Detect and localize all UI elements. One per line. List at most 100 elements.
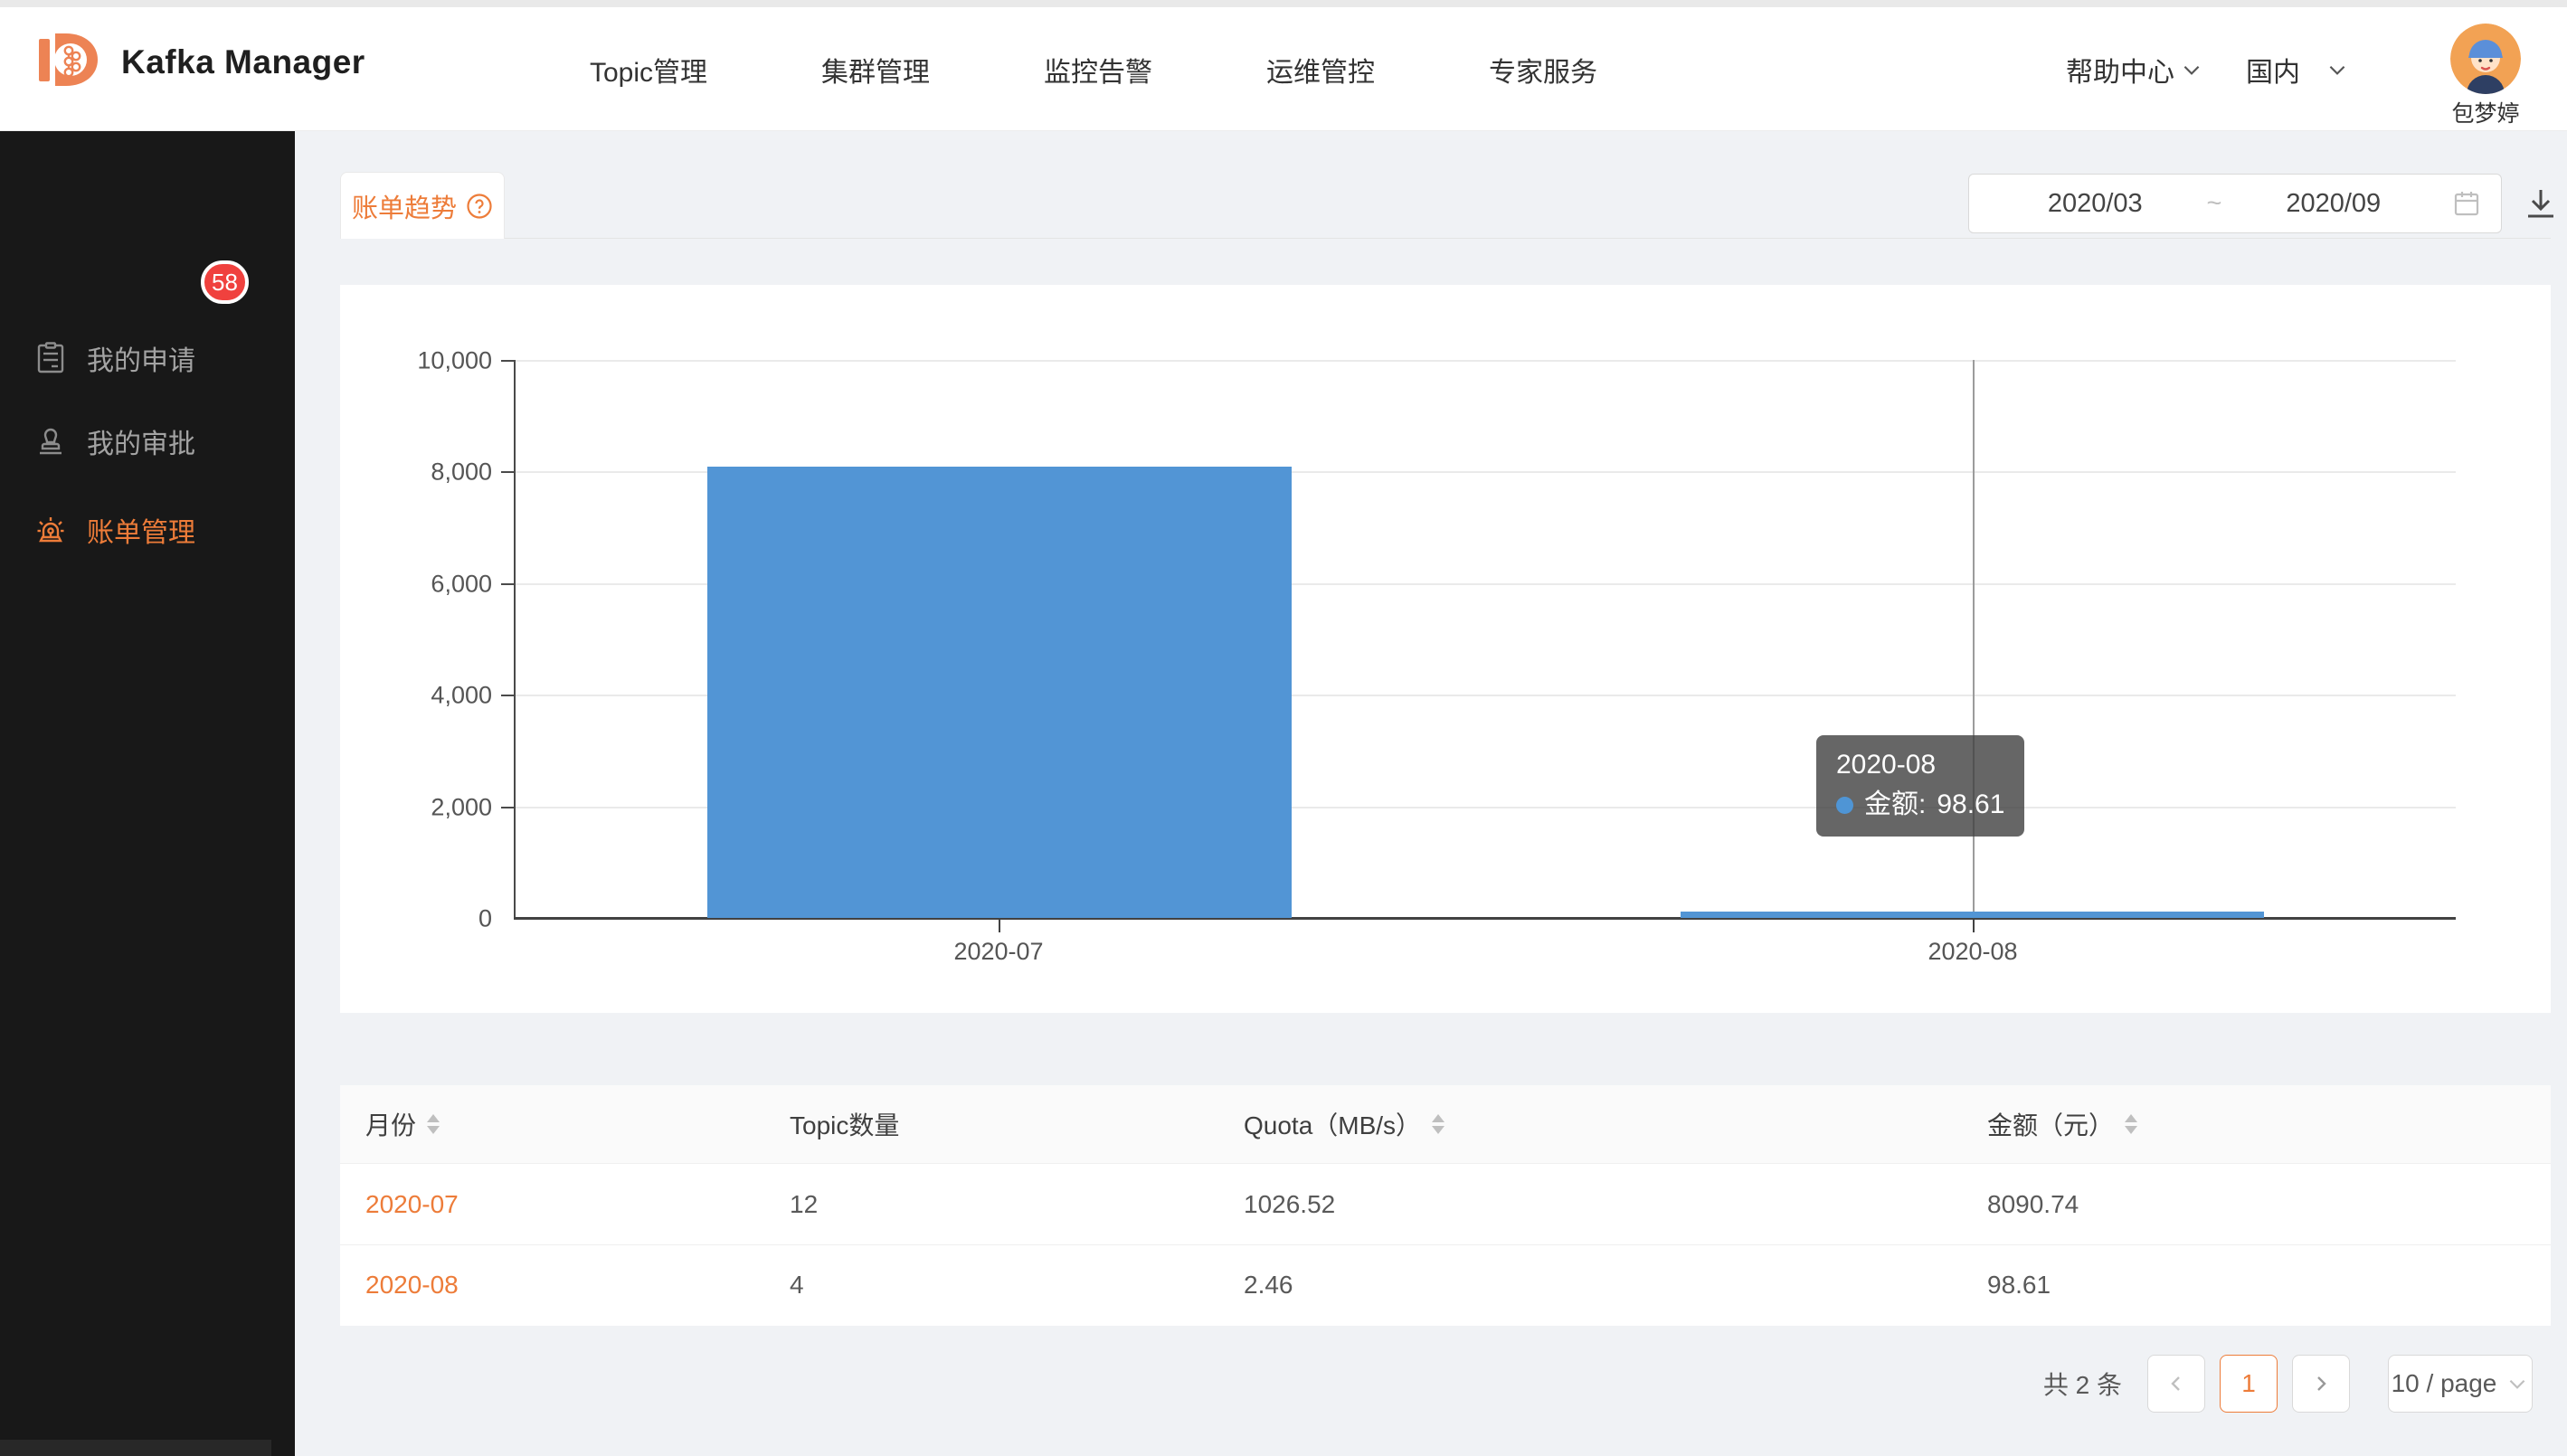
column-header-topics: Topic数量	[790, 1111, 900, 1139]
total-count: 共 2 条	[2042, 1371, 2122, 1399]
x-axis-label: 2020-08	[1928, 938, 2018, 965]
chevron-down-icon	[2183, 65, 2200, 75]
page-size-select[interactable]: 10 / page	[2388, 1355, 2533, 1413]
chevron-right-icon	[2317, 1376, 2326, 1391]
sidebar-collapse-bar[interactable]	[0, 1440, 271, 1456]
chart-tooltip: 2020-08 金额: 98.61	[1816, 735, 2025, 837]
sidebar-item-my-approvals[interactable]: 我的审批	[0, 402, 295, 480]
column-header-month[interactable]: 月份	[365, 1106, 440, 1142]
page-size-value: 10 / page	[2391, 1369, 2497, 1397]
month-link[interactable]: 2020-08	[365, 1271, 459, 1299]
tooltip-title: 2020-08	[1836, 750, 1937, 780]
series-dot-icon	[1836, 796, 1853, 814]
avatar[interactable]	[2450, 24, 2521, 94]
table-row: 2020-08 4 2.46 98.61	[340, 1244, 2551, 1325]
page-1-button[interactable]: 1	[2220, 1355, 2278, 1413]
region-dropdown[interactable]: 国内	[2246, 7, 2349, 131]
gridline	[514, 695, 2456, 696]
y-axis-label: 10,000	[417, 346, 492, 374]
chevron-left-icon	[2171, 1376, 2180, 1391]
x-tick	[1973, 920, 1975, 932]
approvals-count-badge: 58	[201, 260, 249, 304]
bill-trend-chart: 10,000 8,000 6,000 4,000 2,000 0 2020-07…	[340, 285, 2551, 1013]
prev-page-button[interactable]	[2147, 1355, 2205, 1413]
gridline	[514, 583, 2456, 585]
question-circle-icon[interactable]	[466, 193, 493, 220]
hover-crosshair-line	[1973, 360, 1975, 918]
nav-item-cluster[interactable]: 集群管理	[821, 57, 931, 88]
bar-2020-08[interactable]	[1681, 912, 2264, 918]
y-tick	[501, 807, 514, 808]
date-range-picker[interactable]: 2020/03 ~ 2020/09	[1968, 174, 2502, 233]
nav-item-monitor[interactable]: 监控告警	[1044, 57, 1153, 88]
sidebar-item-billing[interactable]: 账单管理	[0, 491, 295, 569]
tabs-divider	[340, 238, 2551, 239]
nav-item-ops[interactable]: 运维管控	[1266, 57, 1376, 88]
column-header-amount[interactable]: 金额（元）	[1987, 1106, 2138, 1142]
y-axis-label: 0	[478, 904, 492, 932]
range-separator: ~	[2206, 188, 2222, 218]
sorter-icon[interactable]	[1432, 1114, 1445, 1134]
kafka-logo-icon	[36, 27, 101, 97]
x-axis-label: 2020-07	[953, 938, 1044, 965]
y-axis-line	[514, 360, 516, 918]
range-end-input[interactable]: 2020/09	[2286, 188, 2382, 218]
user-name: 包梦婷	[2451, 101, 2520, 127]
amount-cell: 98.61	[1987, 1271, 2051, 1299]
y-tick	[501, 695, 514, 696]
x-tick	[999, 920, 1000, 932]
y-axis-label: 2,000	[431, 793, 492, 821]
top-navbar: Kafka Manager Topic管理 集群管理 监控告警 运维管控 专家服…	[0, 7, 2567, 131]
pagination: 共 2 条 1 10 / page	[2043, 1355, 2533, 1413]
sidebar-item-label: 账单管理	[87, 518, 195, 548]
gridline	[514, 360, 2456, 362]
range-start-input[interactable]: 2020/03	[2047, 188, 2143, 218]
gridline	[514, 807, 2456, 808]
y-tick	[501, 471, 514, 473]
amount-cell: 8090.74	[1987, 1189, 2079, 1218]
column-header-quota[interactable]: Quota（MB/s）	[1244, 1106, 1445, 1142]
window-top-edge	[0, 0, 2567, 7]
sidebar: 我的申请 我的审批 账单管理 58	[0, 131, 295, 1456]
tooltip-series-label: 金额:	[1864, 789, 1927, 819]
tab-bill-trend[interactable]: 账单趋势	[340, 172, 505, 239]
alarm-icon	[37, 517, 64, 543]
stamp-icon	[40, 428, 62, 455]
sorter-icon[interactable]	[427, 1114, 440, 1134]
quota-cell: 1026.52	[1244, 1189, 1336, 1218]
tooltip-value: 98.61	[1937, 789, 2005, 819]
sidebar-item-label: 我的审批	[87, 430, 195, 459]
sorter-icon[interactable]	[2125, 1114, 2138, 1134]
month-link[interactable]: 2020-07	[365, 1189, 459, 1218]
sidebar-item-my-applications[interactable]: 我的申请	[0, 319, 295, 397]
x-axis-line	[514, 917, 2456, 920]
gridline	[514, 471, 2456, 473]
region-label: 国内	[2246, 57, 2300, 88]
next-page-button[interactable]	[2292, 1355, 2350, 1413]
quota-cell: 2.46	[1244, 1271, 1293, 1299]
help-center-dropdown[interactable]: 帮助中心	[2066, 7, 2203, 131]
top-menu: Topic管理 集群管理 监控告警 运维管控 专家服务	[590, 7, 1597, 131]
bar-2020-07[interactable]	[707, 467, 1292, 918]
table-row: 2020-07 12 1026.52 8090.74	[340, 1164, 2551, 1244]
clipboard-icon	[37, 342, 64, 373]
topics-cell: 12	[790, 1189, 819, 1218]
help-center-label: 帮助中心	[2066, 57, 2174, 88]
user-menu[interactable]: 包梦婷	[2445, 24, 2526, 128]
tab-label: 账单趋势	[351, 194, 457, 223]
y-axis-label: 6,000	[431, 570, 492, 598]
nav-item-topic[interactable]: Topic管理	[590, 57, 708, 88]
topics-cell: 4	[790, 1271, 804, 1299]
chevron-down-icon	[2329, 65, 2345, 75]
table-header-row: 月份 Topic数量 Quota（MB/s） 金额（元）	[340, 1085, 2551, 1164]
nav-item-expert[interactable]: 专家服务	[1489, 57, 1598, 88]
bill-table: 月份 Topic数量 Quota（MB/s） 金额（元）	[340, 1085, 2551, 1326]
download-icon[interactable]	[2524, 186, 2558, 222]
y-axis-label: 4,000	[431, 681, 492, 709]
calendar-icon[interactable]	[2452, 189, 2481, 218]
app-title: Kafka Manager	[121, 43, 365, 80]
chevron-down-icon	[2510, 1379, 2525, 1389]
brand: Kafka Manager	[36, 27, 365, 97]
y-tick	[501, 360, 514, 362]
